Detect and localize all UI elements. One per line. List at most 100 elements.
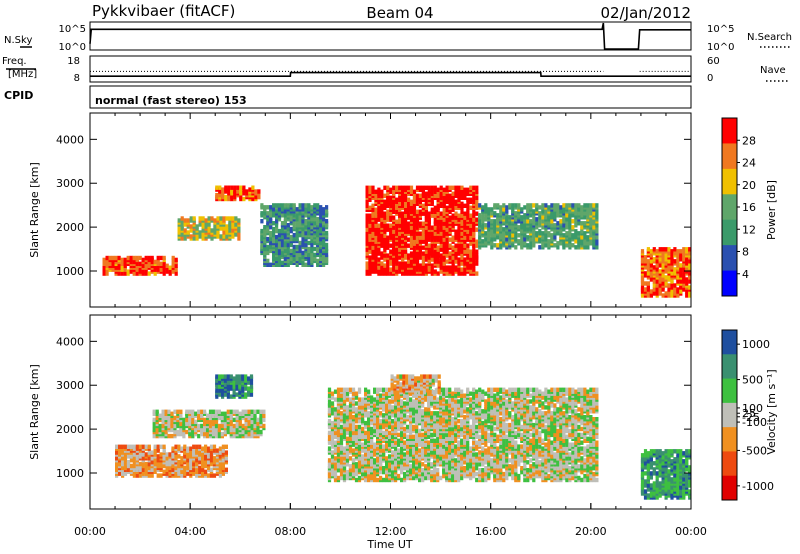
- data-cell: [198, 230, 202, 235]
- data-cell: [117, 263, 121, 268]
- data-cell: [424, 263, 428, 268]
- data-cell: [547, 205, 551, 210]
- data-cell: [673, 259, 677, 264]
- data-cell: [330, 458, 335, 463]
- data-cell: [316, 258, 320, 264]
- data-cell: [454, 259, 458, 264]
- data-cell: [397, 438, 401, 443]
- data-cell: [371, 203, 375, 208]
- data-cell: [207, 452, 211, 457]
- data-cell: [383, 263, 387, 268]
- data-cell: [224, 467, 228, 472]
- data-cell: [676, 257, 680, 262]
- data-cell: [211, 427, 216, 433]
- data-cell: [460, 201, 464, 206]
- data-cell: [556, 203, 560, 208]
- data-cell: [150, 450, 154, 455]
- data-cell: [472, 249, 476, 254]
- data-cell: [475, 195, 479, 200]
- data-cell: [394, 401, 398, 406]
- data-cell: [371, 245, 375, 250]
- data-cell: [427, 211, 431, 216]
- data-cell: [577, 237, 581, 242]
- data-cell: [330, 420, 335, 426]
- data-cell: [589, 217, 593, 222]
- data-cell: [412, 417, 416, 422]
- data-cell: [442, 247, 446, 252]
- data-cell: [502, 207, 506, 212]
- data-cell: [212, 456, 217, 461]
- data-cell: [115, 467, 119, 472]
- data-cell: [361, 405, 365, 410]
- data-cell: [141, 467, 145, 472]
- data-cell: [556, 207, 560, 212]
- data-cell: [439, 259, 443, 264]
- data-cell: [490, 241, 494, 246]
- data-cell: [221, 390, 225, 395]
- data-cell: [418, 185, 422, 190]
- data-cell: [377, 257, 381, 262]
- data-cell: [391, 413, 395, 418]
- data-cell: [472, 237, 476, 242]
- data-cell: [204, 218, 208, 223]
- data-cell: [409, 428, 413, 434]
- data-cell: [164, 415, 168, 421]
- data-cell: [415, 466, 419, 471]
- data-cell: [463, 249, 467, 254]
- data-cell: [260, 242, 264, 248]
- data-cell: [589, 233, 593, 238]
- data-cell: [514, 245, 518, 250]
- data-cell: [466, 203, 470, 208]
- data-cell: [269, 262, 273, 267]
- data-cell: [460, 267, 464, 272]
- data-cell: [241, 374, 245, 379]
- data-cell: [280, 221, 285, 226]
- data-cell: [330, 411, 335, 416]
- data-cell: [233, 194, 237, 200]
- data-cell: [330, 471, 335, 477]
- data-cell: [368, 227, 372, 232]
- data-cell: [226, 409, 230, 414]
- data-cell: [367, 411, 371, 416]
- data-cell: [571, 233, 575, 238]
- data-cell: [158, 413, 162, 418]
- data-cell: [319, 215, 323, 220]
- data-cell: [192, 230, 196, 235]
- data-cell: [383, 185, 387, 190]
- data-cell: [152, 423, 156, 429]
- data-cell: [345, 387, 350, 392]
- data-cell: [586, 209, 590, 214]
- data-cell: [233, 189, 237, 194]
- data-cell: [550, 203, 554, 208]
- data-cell: [424, 191, 428, 196]
- data-cell: [373, 458, 377, 463]
- data-cell: [213, 218, 217, 223]
- data-cell: [472, 261, 476, 266]
- data-cell: [221, 444, 225, 449]
- data-cell: [307, 258, 311, 264]
- data-cell: [339, 436, 344, 441]
- data-cell: [529, 219, 533, 224]
- data-cell: [207, 465, 211, 471]
- data-cell: [156, 259, 160, 265]
- data-cell: [415, 213, 420, 218]
- data-cell: [167, 409, 171, 414]
- data-cell: [469, 185, 473, 190]
- data-cell: [365, 213, 369, 218]
- data-cell: [433, 269, 437, 274]
- data-cell: [336, 428, 341, 434]
- data-cell: [238, 378, 242, 383]
- data-cell: [204, 469, 208, 474]
- power-data: [102, 185, 692, 298]
- data-cell: [415, 417, 419, 422]
- data-cell: [348, 403, 353, 408]
- data-cell: [574, 239, 578, 244]
- data-cell: [544, 233, 548, 238]
- data-cell: [186, 218, 190, 223]
- data-cell: [373, 403, 377, 408]
- data-cell: [336, 436, 341, 441]
- data-cell: [249, 380, 254, 385]
- data-cell: [383, 243, 387, 248]
- freq-trace: [90, 70, 691, 77]
- data-cell: [147, 255, 151, 261]
